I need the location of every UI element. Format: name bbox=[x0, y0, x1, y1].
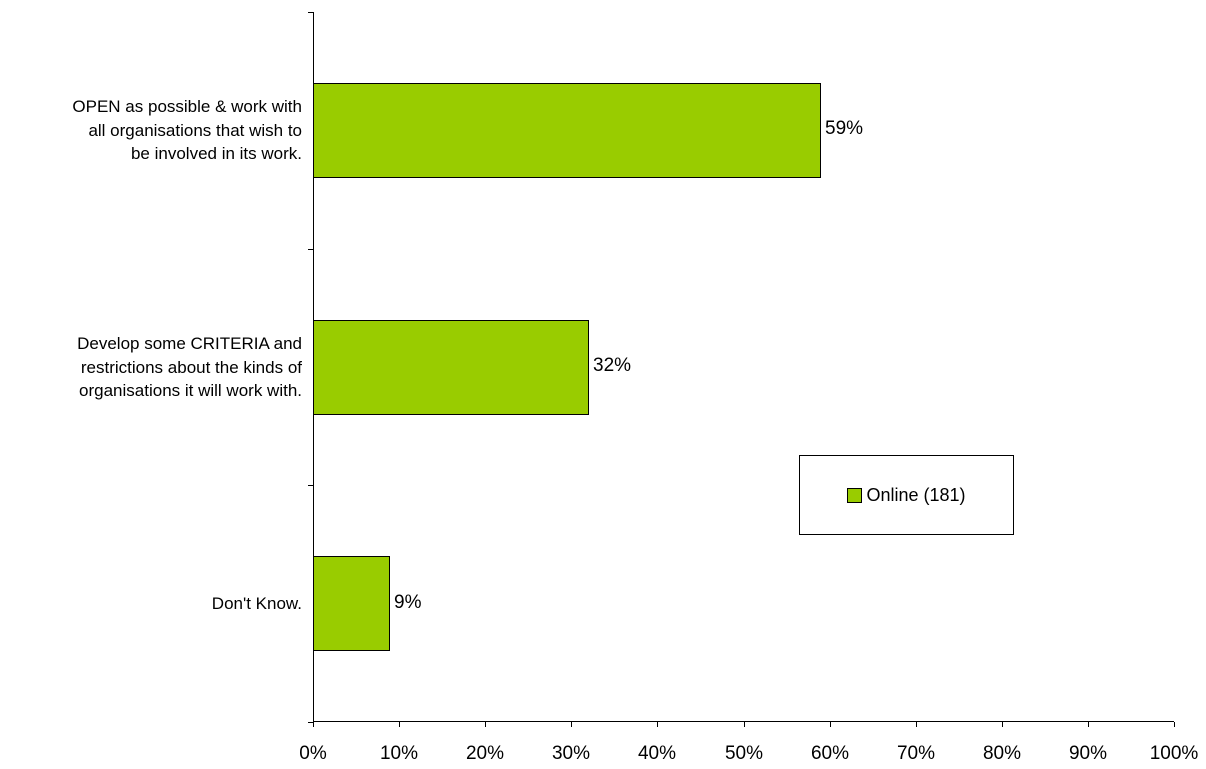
x-tick-label: 70% bbox=[896, 743, 936, 764]
legend-label: Online (181) bbox=[866, 484, 966, 505]
y-tick-mark bbox=[308, 722, 313, 723]
x-tick-mark bbox=[657, 722, 658, 727]
category-label-line: OPEN as possible & work with bbox=[72, 97, 302, 116]
x-tick-mark bbox=[1088, 722, 1089, 727]
category-label-line: restrictions about the kinds of bbox=[80, 357, 302, 377]
x-tick-mark bbox=[313, 722, 314, 727]
x-axis-line bbox=[313, 721, 1174, 722]
category-label-line: Don't Know. bbox=[211, 594, 302, 613]
x-tick-label: 20% bbox=[465, 743, 505, 764]
x-tick-mark bbox=[744, 722, 745, 727]
category-label: OPEN as possible & work with all organisa… bbox=[2, 95, 302, 166]
x-tick-label: 40% bbox=[637, 743, 677, 764]
x-tick-label: 50% bbox=[724, 743, 764, 764]
legend: Online (181) bbox=[799, 455, 1014, 535]
y-tick-mark bbox=[308, 249, 313, 250]
bar bbox=[313, 320, 589, 415]
category-label-line: Develop some CRITERIA and bbox=[77, 334, 302, 353]
bar bbox=[313, 83, 821, 178]
x-tick-label: 60% bbox=[810, 743, 850, 764]
x-tick-label: 80% bbox=[982, 743, 1022, 764]
x-tick-mark bbox=[916, 722, 917, 727]
data-label: 32% bbox=[593, 355, 632, 376]
x-tick-label: 100% bbox=[1149, 743, 1199, 764]
category-label: Don't Know. bbox=[2, 592, 302, 616]
data-label: 9% bbox=[394, 592, 422, 613]
x-tick-mark bbox=[1174, 722, 1175, 727]
bar bbox=[313, 556, 390, 651]
category-label: Develop some CRITERIA and restrictions ab… bbox=[2, 332, 302, 403]
x-tick-label: 10% bbox=[379, 743, 419, 764]
category-label-line: all organisations that wish to bbox=[88, 120, 302, 140]
x-tick-mark bbox=[399, 722, 400, 727]
category-label-line: organisations it will work with. bbox=[79, 381, 302, 400]
legend-swatch bbox=[847, 487, 863, 503]
y-tick-mark bbox=[308, 12, 313, 13]
category-label-line: be involved in its work. bbox=[130, 144, 302, 163]
x-tick-label: 30% bbox=[551, 743, 591, 764]
x-tick-mark bbox=[571, 722, 572, 727]
x-tick-mark bbox=[485, 722, 486, 727]
x-tick-mark bbox=[1002, 722, 1003, 727]
y-tick-mark bbox=[308, 485, 313, 486]
x-tick-label: 90% bbox=[1068, 743, 1108, 764]
data-label: 59% bbox=[825, 118, 864, 139]
x-tick-mark bbox=[830, 722, 831, 727]
x-tick-label: 0% bbox=[299, 743, 327, 764]
